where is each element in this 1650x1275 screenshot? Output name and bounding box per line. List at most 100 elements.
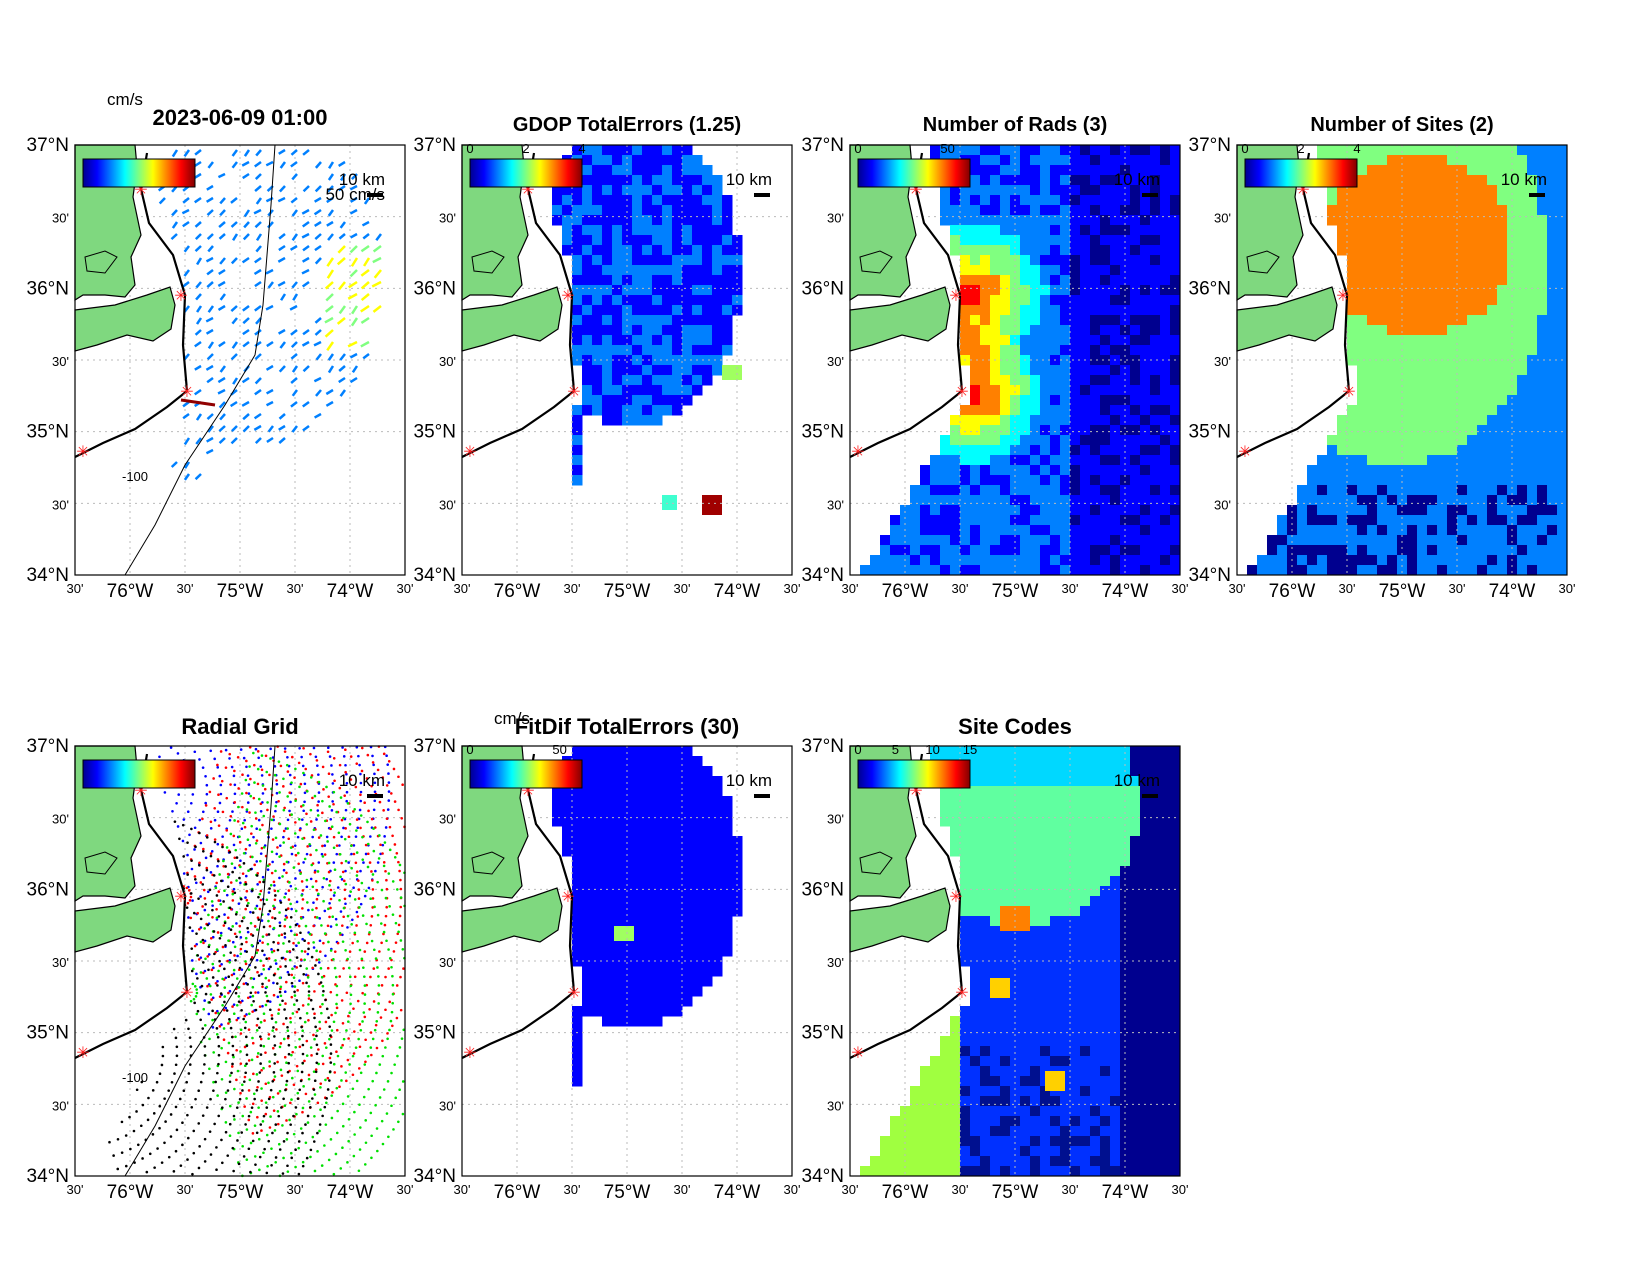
radial-grid-point (344, 808, 348, 812)
radial-grid-point (245, 791, 248, 795)
radial-grid-point (369, 1111, 373, 1115)
heatmap-cell (1327, 525, 1338, 536)
radial-grid-point (225, 1009, 229, 1012)
heatmap-cell (1020, 335, 1031, 346)
radial-grid-point (189, 916, 193, 920)
heatmap-cell (1347, 245, 1358, 256)
radial-grid-point (151, 1133, 155, 1136)
radial-grid-point (241, 805, 244, 809)
heatmap-cell (1337, 195, 1348, 206)
heatmap-cell (1327, 545, 1338, 556)
current-vector (278, 148, 286, 155)
radial-grid-point (335, 1050, 338, 1054)
heatmap-cell (1287, 535, 1298, 546)
heatmap-cell (1357, 285, 1368, 296)
radial-grid-point (259, 1062, 262, 1065)
current-vector (181, 208, 190, 215)
heatmap-cell (652, 175, 663, 186)
radial-grid-point (248, 1012, 251, 1016)
radial-grid-point (249, 991, 253, 995)
heatmap-cell (1407, 255, 1418, 266)
radial-grid-point (301, 889, 305, 892)
radial-grid-point (294, 1165, 297, 1169)
heatmap-cell (1487, 435, 1498, 446)
radial-grid-point (294, 1046, 298, 1049)
heatmap-cell (1297, 525, 1308, 536)
current-vector (265, 268, 274, 275)
lat-tick-label: 35°N (27, 1023, 69, 1044)
heatmap-cell (1040, 155, 1051, 166)
heatmap-cell (1150, 455, 1161, 466)
radial-grid-point (249, 1110, 253, 1114)
radial-grid-point (378, 1096, 382, 1099)
heatmap-cell (1100, 335, 1111, 346)
heatmap-cell (1020, 185, 1031, 196)
radial-grid-point (222, 924, 226, 927)
heatmap-cell (1407, 445, 1418, 456)
heatmap-cell (632, 255, 643, 266)
heatmap-cell (632, 185, 643, 196)
heatmap-cell (1447, 155, 1458, 166)
heatmap-cell (572, 285, 583, 296)
heatmap-cell (1367, 445, 1378, 456)
heatmap-cell (1397, 455, 1408, 466)
heatmap-cell (642, 405, 653, 416)
current-vector (265, 364, 274, 371)
heatmap-cell (1140, 455, 1151, 466)
heatmap-cell (1407, 285, 1418, 296)
lat-tick-label: 34°N (1189, 565, 1231, 586)
heatmap-cell (642, 155, 653, 166)
heatmap-cell (1100, 325, 1111, 336)
radial-grid-point (244, 907, 247, 911)
heatmap-cell (1140, 345, 1151, 356)
heatmap-cell (1427, 545, 1438, 556)
heatmap-cell (582, 235, 593, 246)
radial-grid-point (274, 962, 278, 965)
radial-grid-point (261, 792, 265, 795)
heatmap-cell (950, 425, 961, 436)
radial-grid-point (197, 958, 201, 961)
heatmap-cell (1000, 515, 1011, 526)
radial-grid-point (215, 948, 219, 951)
current-vector (314, 161, 322, 169)
heatmap-cell (1150, 325, 1161, 336)
heatmap-cell (1487, 545, 1498, 556)
heatmap-cell (722, 225, 733, 236)
current-vector (255, 317, 262, 325)
heatmap-cell (612, 315, 623, 326)
radial-grid-point (239, 881, 242, 885)
heatmap-cell (652, 155, 663, 166)
heatmap-cell (960, 545, 971, 556)
heatmap-cell (1020, 225, 1031, 236)
current-vector (206, 233, 214, 240)
radial-grid-point (354, 835, 358, 838)
radial-grid-point (239, 748, 243, 751)
radial-grid-point (384, 914, 388, 918)
heatmap-cell (980, 205, 991, 216)
radial-grid-point (388, 1000, 392, 1004)
heatmap-cell (930, 525, 941, 536)
radial-grid-point (290, 981, 294, 985)
heatmap-cell (572, 345, 583, 356)
heatmap-cell (662, 315, 673, 326)
heatmap-cell (1487, 535, 1498, 546)
heatmap-cell (632, 305, 643, 316)
heatmap-cell (1030, 175, 1041, 186)
heatmap-cell (1060, 475, 1071, 486)
radial-grid-point (296, 1069, 300, 1073)
heatmap-cell (1000, 225, 1011, 236)
heatmap-cell (1517, 545, 1528, 556)
heatmap-cell (980, 285, 991, 296)
radial-grid-point (216, 763, 219, 767)
heatmap-cell (1477, 495, 1488, 506)
current-vector (182, 400, 190, 408)
heatmap-cell (1547, 225, 1558, 236)
radial-grid-point (327, 1016, 330, 1020)
radial-grid-point (169, 1113, 173, 1116)
heatmap-cell (572, 325, 583, 336)
heatmap-cell (1437, 255, 1448, 266)
radial-grid-point (341, 933, 344, 937)
heatmap-cell (582, 345, 593, 356)
radial-grid-point (376, 861, 380, 864)
radial-grid-point (262, 1114, 266, 1118)
